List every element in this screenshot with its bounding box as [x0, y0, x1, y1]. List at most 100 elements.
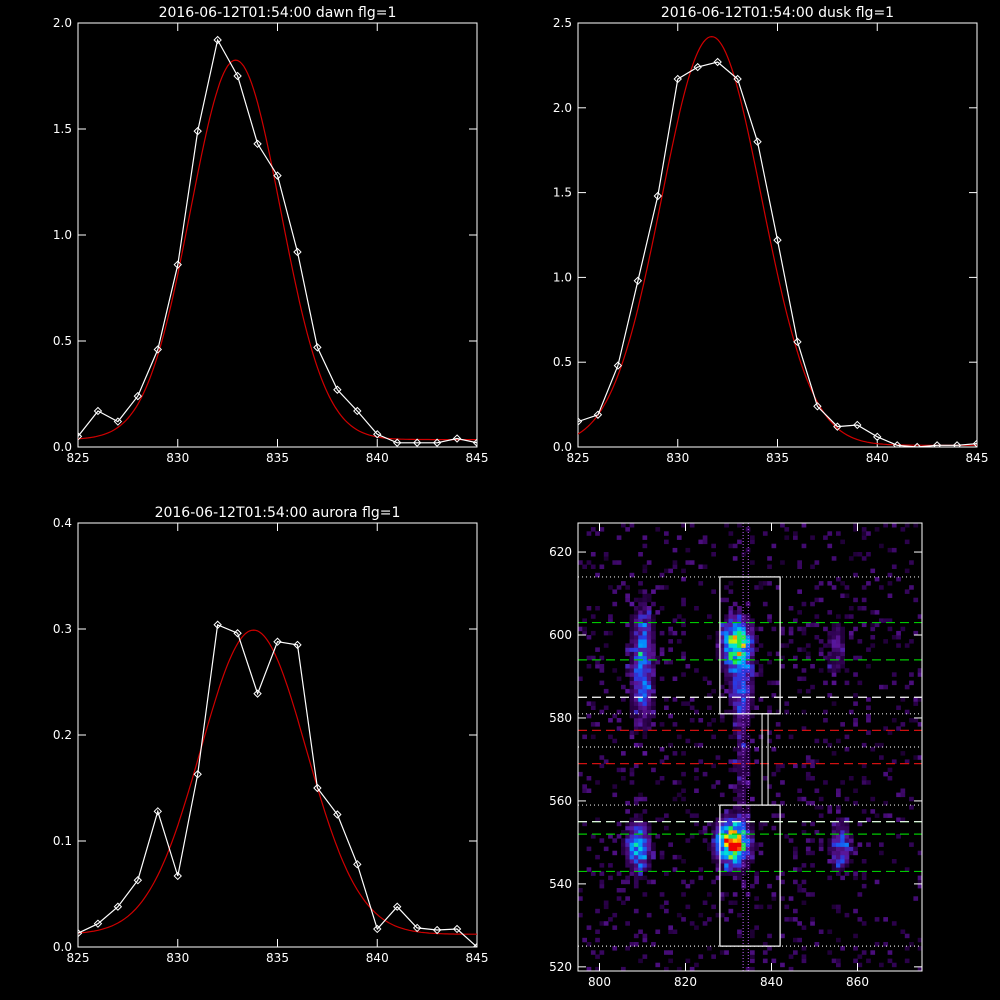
heatmap-cell — [754, 659, 759, 665]
heatmap-cell — [737, 705, 742, 710]
heatmap-cell — [840, 825, 845, 831]
heatmap-cell — [737, 838, 742, 843]
heatmap-cell — [633, 618, 639, 623]
heatmap-cell — [853, 672, 858, 677]
heatmap-cell — [642, 718, 648, 723]
heatmap-cell — [633, 643, 639, 648]
heatmap-cell — [719, 718, 725, 723]
heatmap-cell — [629, 639, 635, 644]
heatmap-cell — [672, 722, 678, 727]
heatmap-cell — [750, 738, 755, 744]
heatmap-cell — [633, 697, 639, 702]
heatmap-cell — [681, 655, 686, 661]
heatmap-cell — [805, 755, 811, 760]
heatmap-cell — [603, 759, 609, 764]
heatmap-cell — [767, 904, 772, 910]
heatmap-cell — [750, 535, 755, 540]
heatmap-cell — [646, 622, 652, 628]
heatmap-cell — [848, 850, 854, 856]
heatmap-cell — [629, 863, 635, 868]
heatmap-cell — [638, 672, 643, 677]
heatmap-cell — [801, 626, 807, 632]
heatmap-cell — [599, 871, 605, 876]
heatmap-cell — [638, 842, 643, 847]
heatmap-cell — [750, 821, 755, 827]
heatmap-cell — [590, 871, 596, 876]
heatmap-cell — [625, 863, 630, 868]
heatmap-cell — [866, 780, 871, 785]
heatmap-cell — [737, 606, 742, 611]
heatmap-cell — [831, 630, 837, 636]
heatmap-cell — [836, 838, 841, 843]
heatmap-cell — [737, 643, 742, 648]
heatmap-cell — [827, 929, 833, 934]
heatmap-cell — [741, 767, 747, 773]
heatmap-cell — [848, 630, 854, 636]
data-point — [813, 402, 822, 411]
heatmap-cell — [870, 610, 876, 615]
heatmap-cell — [909, 942, 914, 947]
heatmap-cell — [719, 896, 725, 901]
heatmap-cell — [702, 900, 708, 905]
heatmap-cell — [642, 618, 648, 623]
heatmap-cell — [750, 693, 755, 698]
heatmap-cell — [797, 921, 802, 926]
heatmap-cell — [758, 643, 764, 648]
heatmap-cell — [840, 593, 845, 598]
heatmap-cell — [758, 626, 764, 632]
heatmap-cell — [750, 954, 755, 959]
heatmap-cell — [762, 776, 768, 781]
heatmap-cell — [741, 859, 747, 864]
heatmap-cell — [750, 825, 755, 831]
heatmap-cell — [780, 962, 785, 968]
heatmap-cell — [724, 821, 729, 827]
heatmap-cell — [646, 635, 652, 640]
heatmap-cell — [866, 705, 871, 710]
heatmap-cell — [702, 830, 708, 835]
y-tick-label: 2.5 — [553, 16, 572, 30]
heatmap-cell — [750, 639, 755, 644]
heatmap-cell — [831, 651, 837, 657]
heatmap-cell — [745, 693, 751, 698]
heatmap-cell — [767, 738, 772, 744]
heatmap-cell — [668, 647, 673, 652]
heatmap-cell — [715, 655, 721, 661]
heatmap-cell — [844, 821, 850, 827]
heatmap-cell — [771, 825, 777, 831]
heatmap-cell — [853, 850, 858, 856]
heatmap-cell — [629, 630, 635, 636]
heatmap-cell — [780, 626, 785, 632]
heatmap-cell — [750, 834, 755, 839]
heatmap-cell — [741, 792, 747, 798]
heatmap-cell — [836, 859, 841, 864]
heatmap-cell — [913, 597, 919, 603]
heatmap-cell — [844, 842, 850, 847]
heatmap-cell — [719, 622, 725, 628]
heatmap-cell — [732, 622, 738, 628]
heatmap-cell — [771, 543, 777, 549]
data-point — [173, 260, 182, 269]
heatmap-cell — [823, 680, 828, 686]
heatmap-cell — [801, 888, 807, 893]
heatmap-cell — [728, 767, 734, 773]
heatmap-cell — [737, 825, 742, 831]
heatmap-cell — [681, 601, 686, 607]
heatmap-cell — [638, 709, 643, 715]
heatmap-cell — [741, 713, 747, 719]
heatmap-cell — [719, 684, 725, 690]
heatmap-cell — [633, 730, 639, 735]
heatmap-cell — [728, 610, 734, 615]
heatmap-cell — [737, 767, 742, 773]
heatmap-cell — [836, 937, 841, 943]
heatmap-cell — [724, 647, 729, 652]
x-tick-label: 820 — [674, 975, 697, 989]
heatmap-cell — [664, 871, 669, 876]
heatmap-cell — [651, 684, 656, 690]
heatmap-cell — [642, 568, 648, 574]
y-tick-label: 1.5 — [553, 186, 572, 200]
heatmap-cell — [672, 630, 678, 636]
x-tick-label: 840 — [366, 451, 389, 465]
heatmap-cell — [754, 759, 759, 764]
heatmap-cell — [737, 688, 742, 694]
heatmap-cell — [621, 767, 626, 773]
